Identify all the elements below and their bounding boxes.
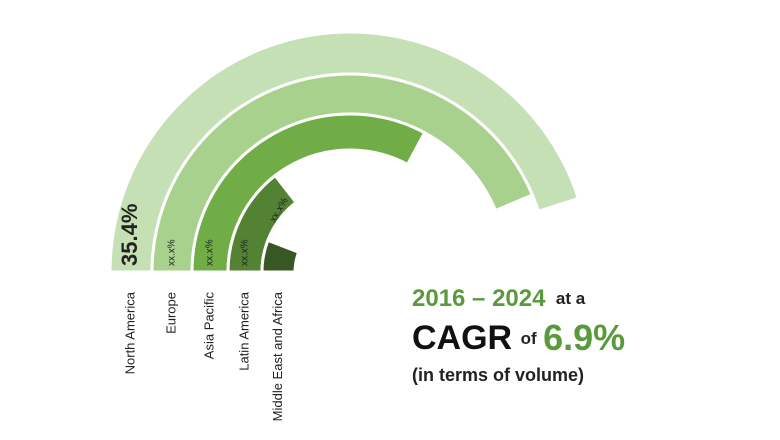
category-label: North America (122, 291, 137, 374)
metric: CAGR (412, 319, 512, 357)
cagr-value: 6.9% (543, 317, 625, 358)
bar (260, 238, 301, 274)
value-label: 35.4% (117, 204, 142, 266)
annotation-text: CAGR of 6.9% (412, 317, 625, 358)
category-label: Latin America (236, 291, 251, 371)
category-label: Europe (163, 292, 178, 334)
category-label: Asia Pacific (201, 292, 216, 360)
value-label: xx.x% (167, 239, 178, 266)
of: of (521, 329, 537, 348)
annotation-text: 2016 – 2024 at a (412, 285, 586, 312)
connector: at a (556, 289, 586, 308)
note: (in terms of volume) (412, 365, 584, 385)
category-label: Middle East and Africa (270, 291, 285, 421)
value-label: xx.x% (240, 239, 251, 266)
period: 2016 – 2024 (412, 285, 546, 312)
annotation: 2016 – 2024 at a CAGR of 6.9% (in terms … (412, 285, 625, 384)
value-label: xx.x% (205, 239, 216, 266)
